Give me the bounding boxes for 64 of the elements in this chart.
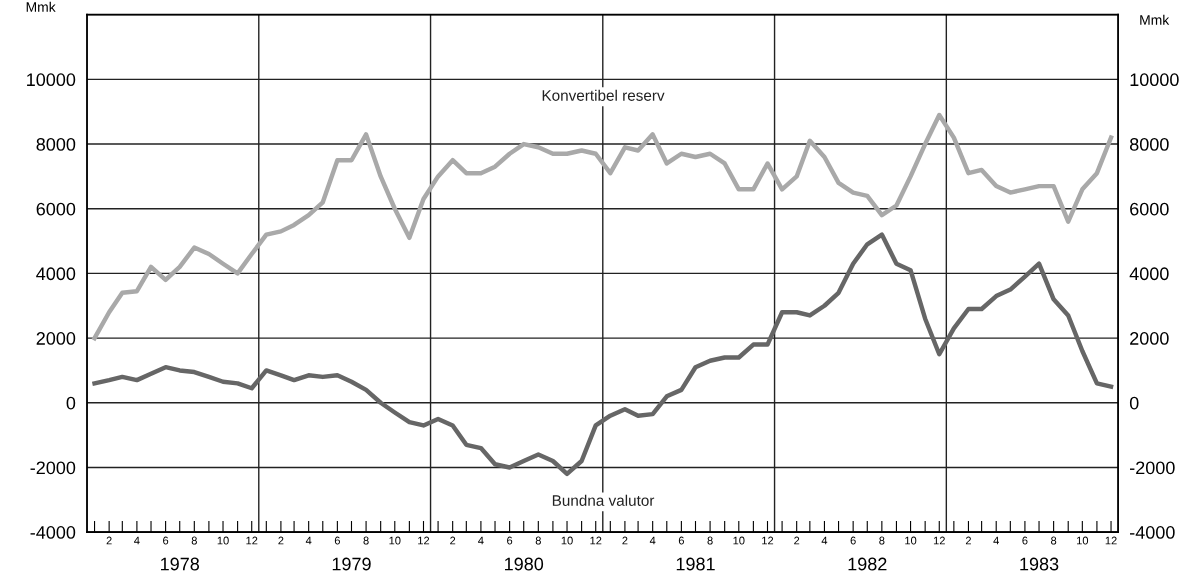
y2-tick-label: 8000	[1129, 137, 1169, 151]
y2-tick-label: 4000	[1129, 267, 1169, 281]
y-tick-label: 10000	[27, 73, 76, 87]
x-tick-label: 12	[1105, 536, 1117, 545]
x-tick-label: 2	[794, 536, 800, 545]
x-tick-label: 10	[217, 536, 229, 545]
x2-tick-label: 1983	[1020, 557, 1059, 571]
x-tick-label: 2	[106, 536, 112, 545]
x-tick-label: 10	[905, 536, 917, 545]
x-tick-label: 8	[707, 536, 713, 545]
y2-tick-label: 10000	[1130, 73, 1179, 87]
x-tick-label: 10	[1077, 536, 1089, 545]
x2-tick-label: 1979	[332, 557, 371, 571]
x-tick-label: 6	[678, 536, 684, 545]
x2-tick-label: 1982	[848, 557, 887, 571]
line-series	[92, 232, 1114, 477]
x-tick-label: 8	[191, 536, 197, 545]
y-tick-label: 2000	[36, 332, 76, 345]
y-tick-label: 0	[66, 396, 76, 410]
y2-tick-label: 6000	[1130, 202, 1169, 216]
x-tick-label: 10	[733, 536, 745, 545]
line-series	[92, 112, 1114, 341]
y2-tick-label: 2000	[1130, 332, 1169, 345]
y2-tick-label: 0	[1129, 396, 1139, 410]
x-tick-label: 4	[478, 536, 484, 545]
x2-tick-label: 1980	[505, 557, 544, 571]
x-tick-label: 10	[389, 536, 401, 545]
x-tick-label: 8	[535, 536, 541, 545]
x-tick-label: 4	[993, 536, 999, 545]
x-tick-label: 12	[933, 536, 945, 545]
x-tick-label: 2	[622, 536, 628, 545]
x-tick-label: 8	[879, 536, 885, 545]
x-tick-label: 12	[418, 536, 430, 545]
x-tick-label: 4	[305, 536, 312, 545]
text: Konvertibel reserv	[542, 89, 665, 101]
x-tick-label: 8	[1051, 536, 1057, 545]
x2-tick-label: 1981	[676, 557, 715, 571]
x-tick-label: 12	[762, 536, 774, 545]
y-tick-label: 6000	[36, 202, 76, 216]
x-tick-label: 4	[134, 536, 140, 545]
x-tick-label: 12	[246, 536, 258, 545]
series-label: Bundna valutor	[552, 494, 655, 506]
x-tick-label: 10	[561, 536, 573, 545]
x-tick-label: 6	[507, 536, 513, 545]
x-tick-label: 4	[649, 536, 656, 545]
x-tick-label: 6	[850, 536, 856, 545]
y-tick-label: 4000	[36, 267, 76, 281]
y2-tick-label: -4000	[1130, 526, 1175, 539]
x-tick-label: 2	[450, 536, 456, 545]
x-tick-label: 2	[278, 536, 284, 545]
y-tick-label: 8000	[36, 137, 76, 151]
y2-tick-label: -2000	[1130, 461, 1175, 475]
x-tick-label: 8	[363, 536, 369, 545]
y-tick-label: -2000	[30, 461, 76, 475]
y-tick-label: -4000	[30, 526, 76, 539]
x-tick-label: 4	[821, 536, 828, 545]
x-tick-label: 6	[163, 536, 169, 545]
x-tick-label: 2	[965, 536, 971, 545]
y2-axis-title: Mmk	[1140, 14, 1170, 25]
y-axis-title: Mmk	[26, 1, 56, 12]
x-tick-label: 6	[334, 536, 340, 545]
x-tick-label: 12	[590, 536, 602, 545]
x-tick-label: 6	[1022, 536, 1028, 545]
x2-tick-label: 1978	[161, 557, 200, 571]
